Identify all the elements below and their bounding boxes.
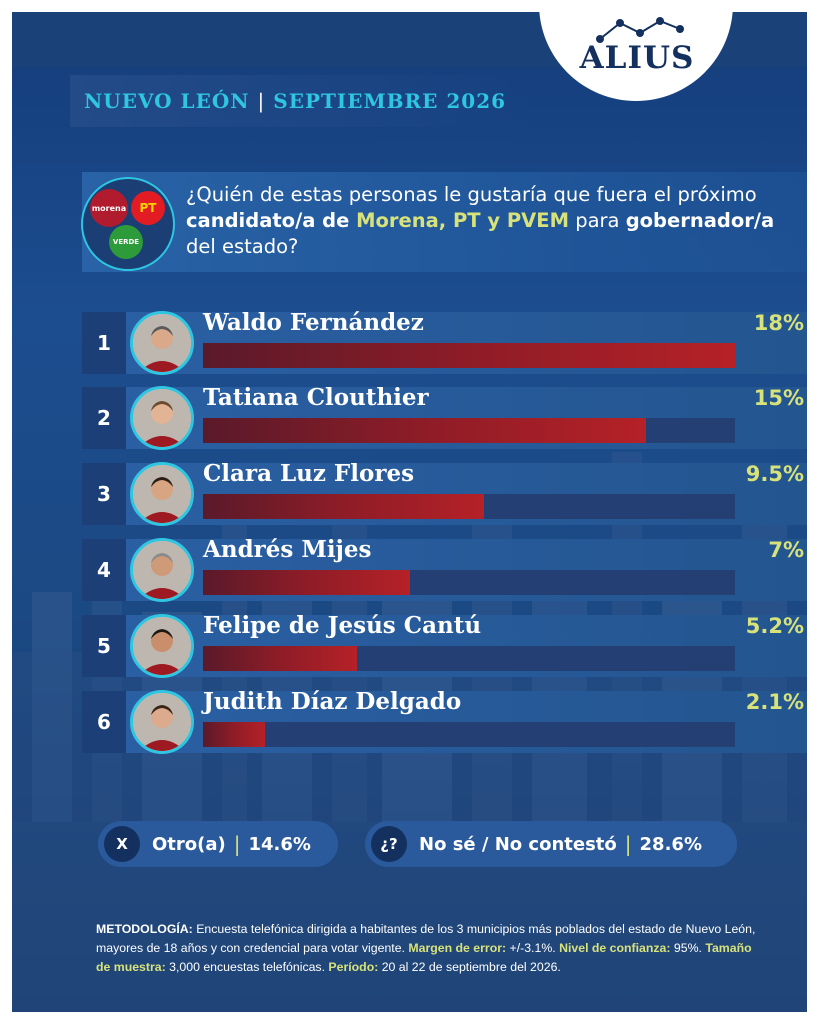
candidate-name: Judith Díaz Delgado [203, 688, 462, 715]
rank-label: 4 [82, 539, 126, 601]
bar-track [203, 343, 735, 368]
methodology-text: METODOLOGÍA: Encuesta telefónica dirigid… [96, 920, 756, 977]
question-text-1: ¿Quién de estas personas le gustaría que… [186, 183, 757, 206]
candidate-avatar [130, 386, 194, 450]
sample-key: Tamaño de muestra: [96, 941, 752, 974]
unknown-separator: | [624, 832, 632, 856]
other-label: Otro(a) [152, 833, 226, 855]
infographic-frame: ALIUS NUEVO LEÓN | SEPTIEMBRE 2026 morena … [12, 12, 807, 1012]
other-value: 14.6% [248, 833, 311, 855]
question-mark-icon: ¿? [371, 826, 407, 862]
methodology-desc: Encuesta telefónica dirigida a habitante… [96, 922, 756, 955]
bar [203, 494, 484, 519]
question-band [82, 172, 807, 272]
chart-row: 1 Waldo Fernández 18% [82, 309, 807, 375]
header-band [70, 75, 530, 127]
methodology-key: METODOLOGÍA: [96, 922, 193, 936]
x-icon: X [104, 826, 140, 862]
unknown-label: No sé / No contestó [419, 833, 617, 855]
period-key: Período: [328, 960, 379, 974]
chart-row: 5 Felipe de Jesús Cantú 5.2% [82, 612, 807, 678]
candidate-avatar [130, 690, 194, 754]
rank-label: 2 [82, 387, 126, 449]
bar [203, 570, 410, 595]
logo-network-icon [596, 17, 684, 43]
candidate-name: Clara Luz Flores [203, 460, 415, 487]
value-label: 5.2% [745, 614, 804, 638]
value-label: 2.1% [745, 690, 804, 714]
pt-logo: PT [131, 191, 165, 225]
chart-row: 4 Andrés Mijes 7% [82, 536, 807, 602]
question-highlight: Morena, PT y PVEM [356, 209, 569, 232]
logo-text: ALIUS [579, 40, 695, 76]
rank-label: 6 [82, 691, 126, 753]
bar-track [203, 494, 735, 519]
question-text-3: del estado? [186, 235, 299, 258]
bar-track [203, 646, 735, 671]
candidate-name: Andrés Mijes [203, 536, 372, 563]
chart-row: 2 Tatiana Clouthier 15% [82, 384, 807, 450]
unknown-pill: ¿? No sé / No contestó | 28.6% [365, 821, 737, 867]
value-label: 18% [753, 311, 804, 335]
rank-label: 3 [82, 463, 126, 525]
bar [203, 722, 266, 747]
confidence-value: 95%. [670, 941, 706, 955]
other-pill: X Otro(a) | 14.6% [98, 821, 338, 867]
party-logos: morena PT VERDE [81, 177, 175, 271]
survey-question: ¿Quién de estas personas le gustaría que… [186, 182, 796, 260]
value-label: 15% [753, 386, 804, 410]
chart-row: 3 Clara Luz Flores 9.5% [82, 460, 807, 526]
header-title: NUEVO LEÓN | SEPTIEMBRE 2026 [84, 89, 506, 113]
verde-logo: VERDE [109, 225, 143, 259]
candidate-avatar [130, 614, 194, 678]
unknown-value: 28.6% [639, 833, 702, 855]
confidence-key: Nivel de confianza: [559, 941, 671, 955]
period-value: 20 al 22 de septiembre del 2026. [378, 960, 561, 974]
candidate-name: Felipe de Jesús Cantú [203, 612, 482, 639]
bar [203, 343, 735, 368]
candidate-name: Waldo Fernández [203, 309, 424, 336]
bar-track [203, 570, 735, 595]
margin-key: Margen de error: [408, 941, 507, 955]
rank-label: 1 [82, 312, 126, 374]
candidate-avatar [130, 538, 194, 602]
value-label: 9.5% [745, 462, 804, 486]
survey-date: SEPTIEMBRE 2026 [273, 89, 507, 113]
bar-track [203, 418, 735, 443]
question-bold-2: gobernador/a [625, 209, 775, 232]
question-bold-1: candidato/a de [186, 209, 357, 232]
candidate-avatar [130, 311, 194, 375]
question-text-2: para [569, 209, 626, 232]
bar [203, 646, 357, 671]
candidate-name: Tatiana Clouthier [203, 384, 429, 411]
other-separator: | [233, 832, 241, 856]
margin-value: +/-3.1%. [506, 941, 560, 955]
sample-value: 3,000 encuestas telefónicas. [165, 960, 329, 974]
header-separator: | [257, 89, 266, 113]
candidate-avatar [130, 462, 194, 526]
rank-label: 5 [82, 615, 126, 677]
bar-track [203, 722, 735, 747]
region-name: NUEVO LEÓN [84, 89, 250, 113]
morena-logo: morena [90, 189, 128, 227]
value-label: 7% [768, 538, 804, 562]
bar [203, 418, 647, 443]
chart-row: 6 Judith Díaz Delgado 2.1% [82, 688, 807, 754]
